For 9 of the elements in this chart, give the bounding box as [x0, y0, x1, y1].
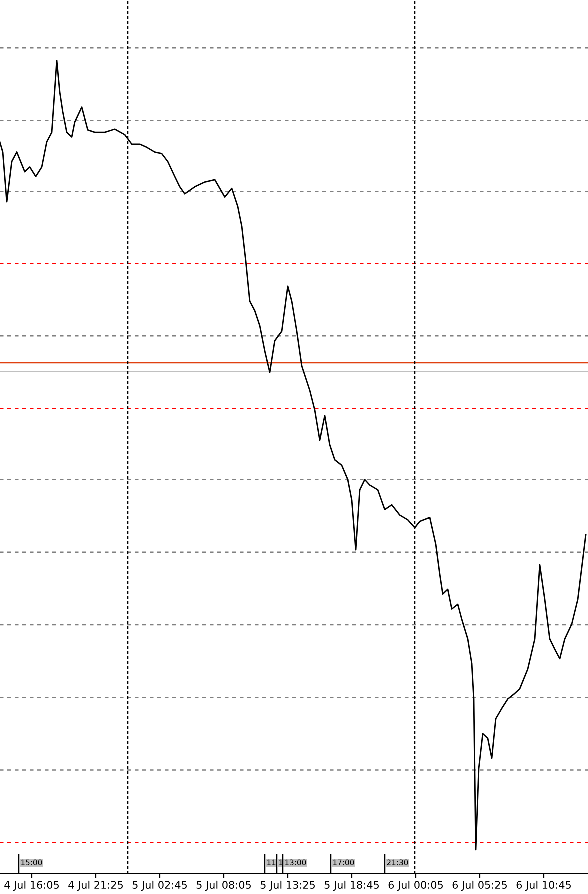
x-tick-label: 6 Jul 10:45: [516, 880, 572, 891]
x-tick-label: 4 Jul 16:05: [4, 880, 60, 891]
x-tick-label: 5 Jul 02:45: [132, 880, 188, 891]
x-tick-label: 5 Jul 18:45: [324, 880, 380, 891]
x-tick-label: 5 Jul 13:25: [260, 880, 316, 891]
x-tick-label: 6 Jul 00:05: [388, 880, 444, 891]
x-tick-label: 5 Jul 08:05: [196, 880, 252, 891]
x-tick-label: 6 Jul 05:25: [452, 880, 508, 891]
x-tick-label: 4 Jul 21:25: [68, 880, 124, 891]
